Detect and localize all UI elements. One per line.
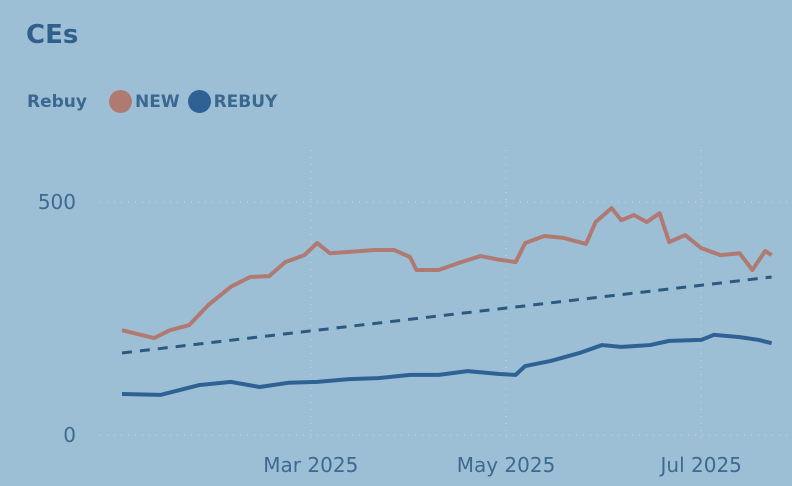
legend: Rebuy NEW REBUY <box>27 90 285 113</box>
series-line-new <box>121 206 773 341</box>
x-tick-mar: Mar 2025 <box>263 453 358 477</box>
y-tick-500: 500 <box>38 190 76 214</box>
legend-item-rebuy[interactable]: REBUY <box>187 90 278 113</box>
chart-title: CEs <box>26 20 79 50</box>
legend-item-new[interactable]: NEW <box>108 90 180 113</box>
legend-marker-new <box>108 90 132 113</box>
legend-label-rebuy: REBUY <box>213 91 278 112</box>
trend-line <box>121 275 772 355</box>
series-line-rebuy <box>121 332 773 397</box>
legend-marker-rebuy <box>187 90 211 113</box>
x-tick-jul: Jul 2025 <box>659 453 742 477</box>
y-tick-0: 0 <box>63 423 76 447</box>
legend-title: Rebuy <box>27 91 87 112</box>
x-tick-may: May 2025 <box>457 453 556 477</box>
legend-label-new: NEW <box>134 91 180 112</box>
